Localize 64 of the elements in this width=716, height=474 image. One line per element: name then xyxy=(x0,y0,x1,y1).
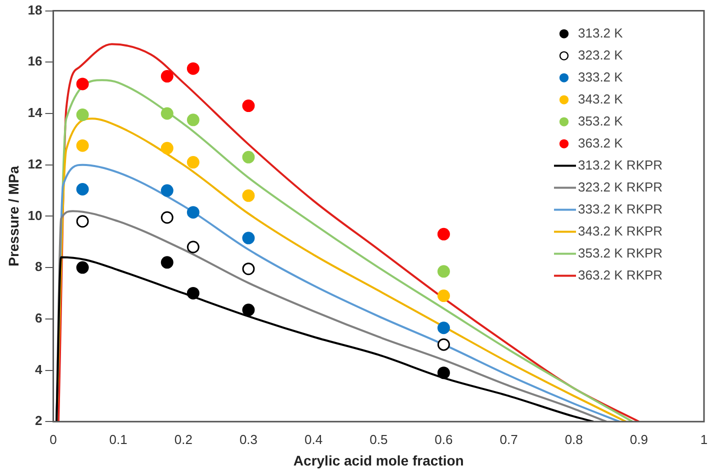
legend-label: 313.2 K RKPR xyxy=(578,157,663,172)
point xyxy=(437,228,450,240)
legend-label: 313.2 K xyxy=(578,25,624,40)
point xyxy=(186,286,200,300)
point xyxy=(160,184,174,197)
point xyxy=(160,256,174,269)
x-tick-label: 0 xyxy=(50,432,57,447)
legend-label: 343.2 K xyxy=(578,91,624,106)
y-tick-label: 6 xyxy=(35,310,42,326)
y-tick-label: 8 xyxy=(35,259,42,274)
point xyxy=(437,366,450,380)
y-axis-title: Pressure / MPa xyxy=(5,166,22,266)
legend-label: 343.2 K RKPR xyxy=(578,223,663,238)
y-tick-label: 14 xyxy=(28,105,44,120)
point xyxy=(76,78,89,90)
legend-label: 323.2 K RKPR xyxy=(578,179,663,194)
point xyxy=(242,100,255,112)
y-tick-label: 2 xyxy=(35,413,42,428)
legend-label: 323.2 K xyxy=(578,47,624,62)
y-tick-label: 12 xyxy=(28,156,42,172)
point xyxy=(186,240,200,254)
legend-label: 353.2 K RKPR xyxy=(578,245,663,260)
point xyxy=(76,182,89,196)
x-tick-label: 0.6 xyxy=(434,432,453,447)
point xyxy=(437,265,450,278)
x-tick-label: 0.3 xyxy=(239,432,258,447)
point xyxy=(242,232,255,244)
point xyxy=(160,70,174,83)
x-tick-label: 0.9 xyxy=(630,432,648,447)
point xyxy=(242,262,255,276)
x-axis-title: Acrylic acid mole fraction xyxy=(293,452,464,468)
point xyxy=(437,322,450,334)
point xyxy=(76,108,89,122)
point xyxy=(186,114,200,126)
y-tick-label: 16 xyxy=(28,54,42,69)
legend-label: 333.2 K RKPR xyxy=(578,201,663,216)
point xyxy=(160,107,174,120)
point xyxy=(437,338,450,351)
point xyxy=(76,261,89,274)
x-tick-label: 0.8 xyxy=(564,432,583,447)
point xyxy=(186,62,200,75)
point xyxy=(242,189,255,202)
x-tick-label: 1 xyxy=(700,432,708,447)
point xyxy=(186,206,200,219)
legend-label: 363.2 K xyxy=(578,135,624,150)
x-tick-label: 0.7 xyxy=(500,432,518,447)
x-tick-label: 0.1 xyxy=(109,432,128,447)
x-tick-label: 0.2 xyxy=(174,432,192,447)
point xyxy=(242,304,255,316)
x-tick-label: 0.5 xyxy=(370,432,388,447)
point xyxy=(437,290,450,302)
point xyxy=(76,215,89,228)
legend-label: 333.2 K xyxy=(578,69,624,84)
y-tick-label: 18 xyxy=(28,2,42,18)
point xyxy=(186,156,200,169)
x-tick-label: 0.4 xyxy=(304,432,323,447)
y-tick-label: 10 xyxy=(28,208,42,223)
point xyxy=(76,139,89,152)
point xyxy=(242,150,255,164)
y-tick-label: 4 xyxy=(35,362,44,377)
legend-label: 353.2 K xyxy=(578,113,624,128)
legend-label: 363.2 K RKPR xyxy=(578,267,663,282)
point xyxy=(160,211,174,224)
point xyxy=(160,142,174,154)
